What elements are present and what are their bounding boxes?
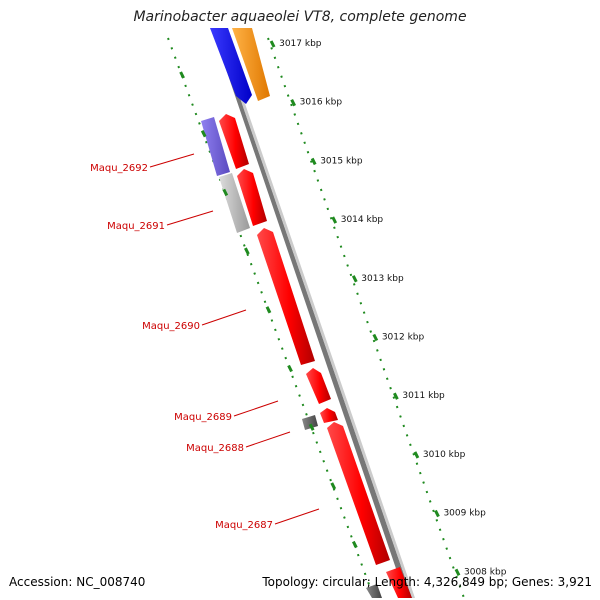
gene-maqu-2688-track bbox=[302, 415, 318, 430]
inner-tick bbox=[265, 306, 272, 314]
scale-tick-marks bbox=[269, 40, 461, 576]
gene-maqu-2690 bbox=[257, 228, 315, 365]
scale-tick bbox=[434, 509, 440, 518]
inner-tick bbox=[330, 482, 337, 490]
scale-tick-label: 3014 kbp bbox=[341, 215, 384, 225]
accession-text: Accession: NC_008740 bbox=[9, 575, 146, 589]
gene-leader-line bbox=[233, 400, 279, 417]
map-title: Marinobacter aquaeolei VT8, complete gen… bbox=[133, 9, 467, 25]
scale-tick bbox=[454, 568, 461, 576]
gene-bottom bbox=[386, 567, 412, 598]
scale-tick-label: 3012 kbp bbox=[382, 333, 425, 343]
gene-bottom-gray bbox=[366, 584, 382, 598]
gene-maqu-2688 bbox=[320, 408, 338, 423]
gene-leader-line bbox=[166, 210, 214, 226]
scale-tick bbox=[269, 40, 276, 48]
scale-tick-label: 3009 kbp bbox=[443, 509, 486, 519]
label-leaders bbox=[149, 153, 320, 525]
inner-tick bbox=[222, 188, 229, 197]
inner-tick bbox=[244, 247, 250, 255]
scale-tick-label: 3013 kbp bbox=[361, 274, 404, 284]
scale-tick-label: 3015 kbp bbox=[320, 156, 363, 166]
scale-tick bbox=[351, 275, 358, 283]
gene-label: Maqu_2690 bbox=[142, 321, 200, 332]
inner-tick bbox=[287, 364, 293, 373]
gene-labels: Maqu_2692 Maqu_2691 Maqu_2690 Maqu_2689 Maqu… bbox=[90, 163, 273, 531]
inner-tick-marks bbox=[179, 71, 358, 549]
gene-leader-line bbox=[149, 153, 195, 168]
scale-tick-label: 3008 kbp bbox=[464, 567, 507, 577]
scale-tick bbox=[290, 99, 296, 107]
scale-tick-label: 3017 kbp bbox=[279, 39, 322, 49]
genome-backbone bbox=[212, 28, 412, 598]
scale-tick bbox=[331, 216, 338, 224]
scale-labels: 3017 kbp 3016 kbp 3015 kbp 3014 kbp 3013 kbp… bbox=[279, 39, 507, 577]
inner-tick bbox=[200, 130, 207, 138]
gene-label: Maqu_2689 bbox=[174, 412, 232, 423]
scale-tick bbox=[413, 451, 420, 459]
gene-maqu-2691-track bbox=[219, 173, 250, 233]
scale-tick-label: 3011 kbp bbox=[402, 391, 445, 401]
scale-tick-label: 3010 kbp bbox=[423, 450, 466, 460]
gene-label: Maqu_2691 bbox=[107, 221, 165, 232]
gene-maqu-2689 bbox=[306, 368, 331, 404]
inner-tick bbox=[352, 540, 358, 549]
gene-leader-line bbox=[274, 508, 320, 525]
gene-label: Maqu_2688 bbox=[186, 443, 244, 454]
gene-orange bbox=[232, 28, 270, 101]
scale-tick-label: 3016 kbp bbox=[300, 98, 343, 108]
gene-leader-line bbox=[201, 309, 247, 326]
gene-label: Maqu_2687 bbox=[215, 520, 273, 531]
genome-backbone-highlight bbox=[216, 28, 415, 598]
inner-tick bbox=[308, 423, 315, 431]
genome-stats-text: Topology: circular; Length: 4,326,849 bp… bbox=[262, 575, 592, 589]
gene-maqu-2692 bbox=[219, 114, 249, 169]
gene-label: Maqu_2692 bbox=[90, 163, 148, 174]
gene-leader-line bbox=[245, 431, 291, 448]
scale-tick bbox=[310, 157, 317, 166]
inner-ruler bbox=[167, 37, 375, 599]
inner-tick bbox=[179, 71, 185, 79]
scale-tick bbox=[393, 392, 399, 400]
gene-maqu-2687 bbox=[327, 422, 390, 565]
gene-maqu-2691 bbox=[237, 169, 267, 226]
scale-tick bbox=[372, 333, 379, 342]
gene-maqu-2692-track bbox=[201, 117, 230, 176]
gene-blue bbox=[210, 28, 252, 104]
